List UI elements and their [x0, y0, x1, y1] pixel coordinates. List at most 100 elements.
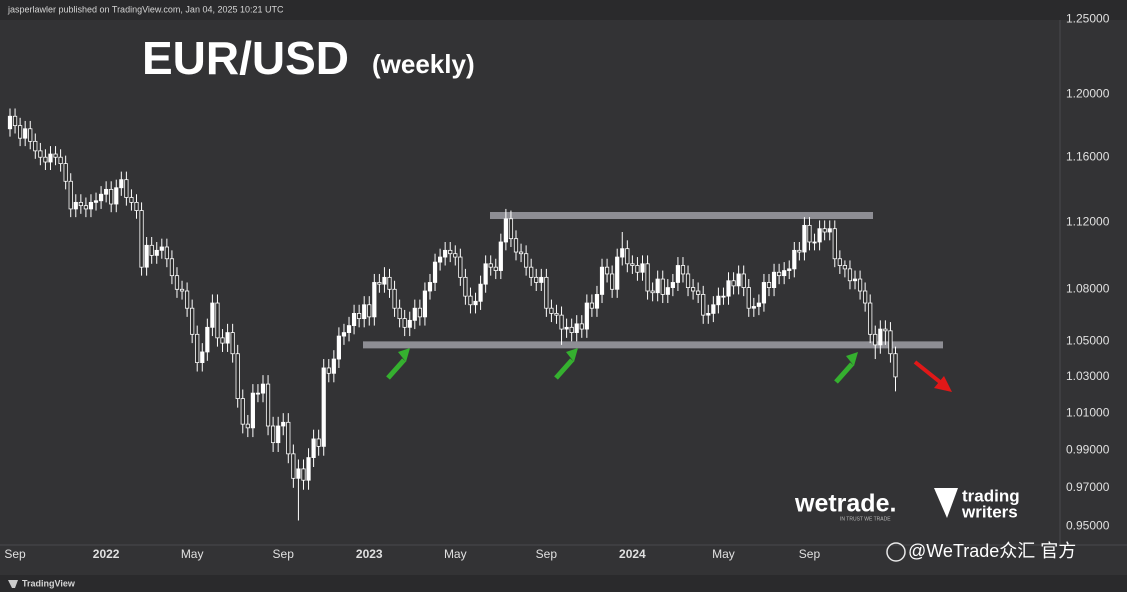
candle-body — [422, 290, 428, 318]
candle-body — [513, 238, 519, 253]
tv-logo — [8, 580, 18, 588]
candle-body — [245, 423, 250, 429]
candle-body — [407, 319, 412, 328]
candle-body — [296, 468, 301, 479]
green-arrow-head — [398, 348, 410, 362]
candle-body — [842, 265, 848, 270]
candle-body — [478, 283, 483, 302]
candle-body — [665, 287, 670, 295]
candle-body — [134, 201, 139, 211]
candle-body — [357, 313, 362, 320]
candle-body — [691, 287, 696, 292]
candle-body — [321, 367, 326, 447]
candle-body — [83, 205, 88, 210]
candle-body — [670, 282, 675, 288]
candle-body — [817, 228, 822, 243]
candle-body — [271, 425, 276, 444]
candle-body — [878, 328, 883, 346]
candle-body — [174, 275, 180, 290]
red-arrow-head — [934, 376, 952, 392]
candle-body — [458, 256, 463, 278]
candle-body — [534, 276, 539, 283]
candle-body — [240, 398, 245, 425]
candle-body — [873, 333, 878, 346]
candle-body — [417, 307, 422, 318]
candle-body — [857, 278, 863, 292]
candle-body — [351, 313, 357, 326]
candle-body — [483, 263, 488, 285]
byline: jasperlawler published on TradingView.co… — [7, 4, 284, 14]
y-tick-label: 0.97000 — [1066, 480, 1110, 494]
candle-body — [402, 318, 407, 328]
candle-body — [377, 282, 382, 285]
candle-body — [832, 228, 837, 260]
candle-body — [685, 273, 691, 288]
candle-body — [508, 218, 514, 240]
candle-body — [225, 332, 230, 344]
candle-body — [281, 421, 286, 427]
candle-body — [645, 263, 650, 292]
candle-body — [372, 282, 377, 318]
candle-body — [463, 276, 468, 297]
x-tick-label: 2022 — [93, 547, 120, 561]
y-tick-label: 0.95000 — [1066, 519, 1110, 533]
candle-body — [837, 258, 842, 266]
candle-body — [235, 353, 240, 399]
candle-body — [599, 266, 605, 295]
candle-body — [98, 193, 104, 202]
candle-body — [169, 258, 175, 277]
candle-body — [883, 328, 888, 332]
x-tick-label: 2024 — [619, 547, 646, 561]
y-tick-label: 1.12000 — [1066, 214, 1110, 228]
candle-body — [888, 330, 893, 355]
candle-body — [701, 294, 706, 316]
candle-body — [291, 453, 296, 479]
candle-body — [852, 278, 858, 282]
footer-bar — [0, 575, 1127, 592]
candle-body — [336, 335, 342, 360]
candle-body — [488, 263, 493, 268]
candle-body — [493, 266, 498, 271]
candle-body — [362, 304, 367, 320]
candle-body — [215, 302, 220, 339]
candle-body — [569, 326, 574, 333]
candle-body — [93, 200, 99, 203]
x-tick-label: Sep — [799, 547, 821, 561]
candle-body — [250, 392, 255, 429]
candle-body — [48, 153, 53, 163]
candle-body — [777, 271, 782, 277]
candle-body — [427, 282, 433, 292]
candle-body — [412, 307, 417, 321]
candle-body — [589, 302, 595, 309]
candle-body — [766, 282, 772, 288]
candle-body — [88, 201, 94, 210]
candle-body — [756, 302, 761, 307]
candle-body — [453, 253, 458, 258]
candle-body — [154, 249, 159, 256]
candle-body — [43, 156, 48, 163]
candle-body — [706, 313, 711, 316]
candle-body — [382, 276, 387, 285]
candle-body — [615, 256, 620, 290]
candle-body — [149, 244, 154, 256]
candle-body — [346, 325, 352, 333]
candle-body — [680, 265, 686, 275]
header-bar — [0, 0, 1127, 20]
candle-body — [604, 266, 610, 275]
candle-body — [73, 201, 78, 210]
candle-body — [650, 290, 655, 294]
footer-text: TradingView — [22, 578, 76, 588]
candle-body — [28, 128, 33, 142]
green-arrow — [554, 358, 574, 380]
green-arrow-head — [566, 348, 578, 362]
candle-body — [260, 383, 266, 394]
candle-body — [863, 290, 868, 304]
x-tick-label: May — [444, 547, 467, 561]
candle-body — [812, 241, 817, 244]
plot-area — [7, 108, 943, 521]
candle-body — [276, 425, 281, 444]
candle-body — [220, 337, 225, 344]
candle-body — [660, 278, 665, 295]
candle-body — [696, 290, 701, 295]
candle-body — [635, 265, 640, 273]
